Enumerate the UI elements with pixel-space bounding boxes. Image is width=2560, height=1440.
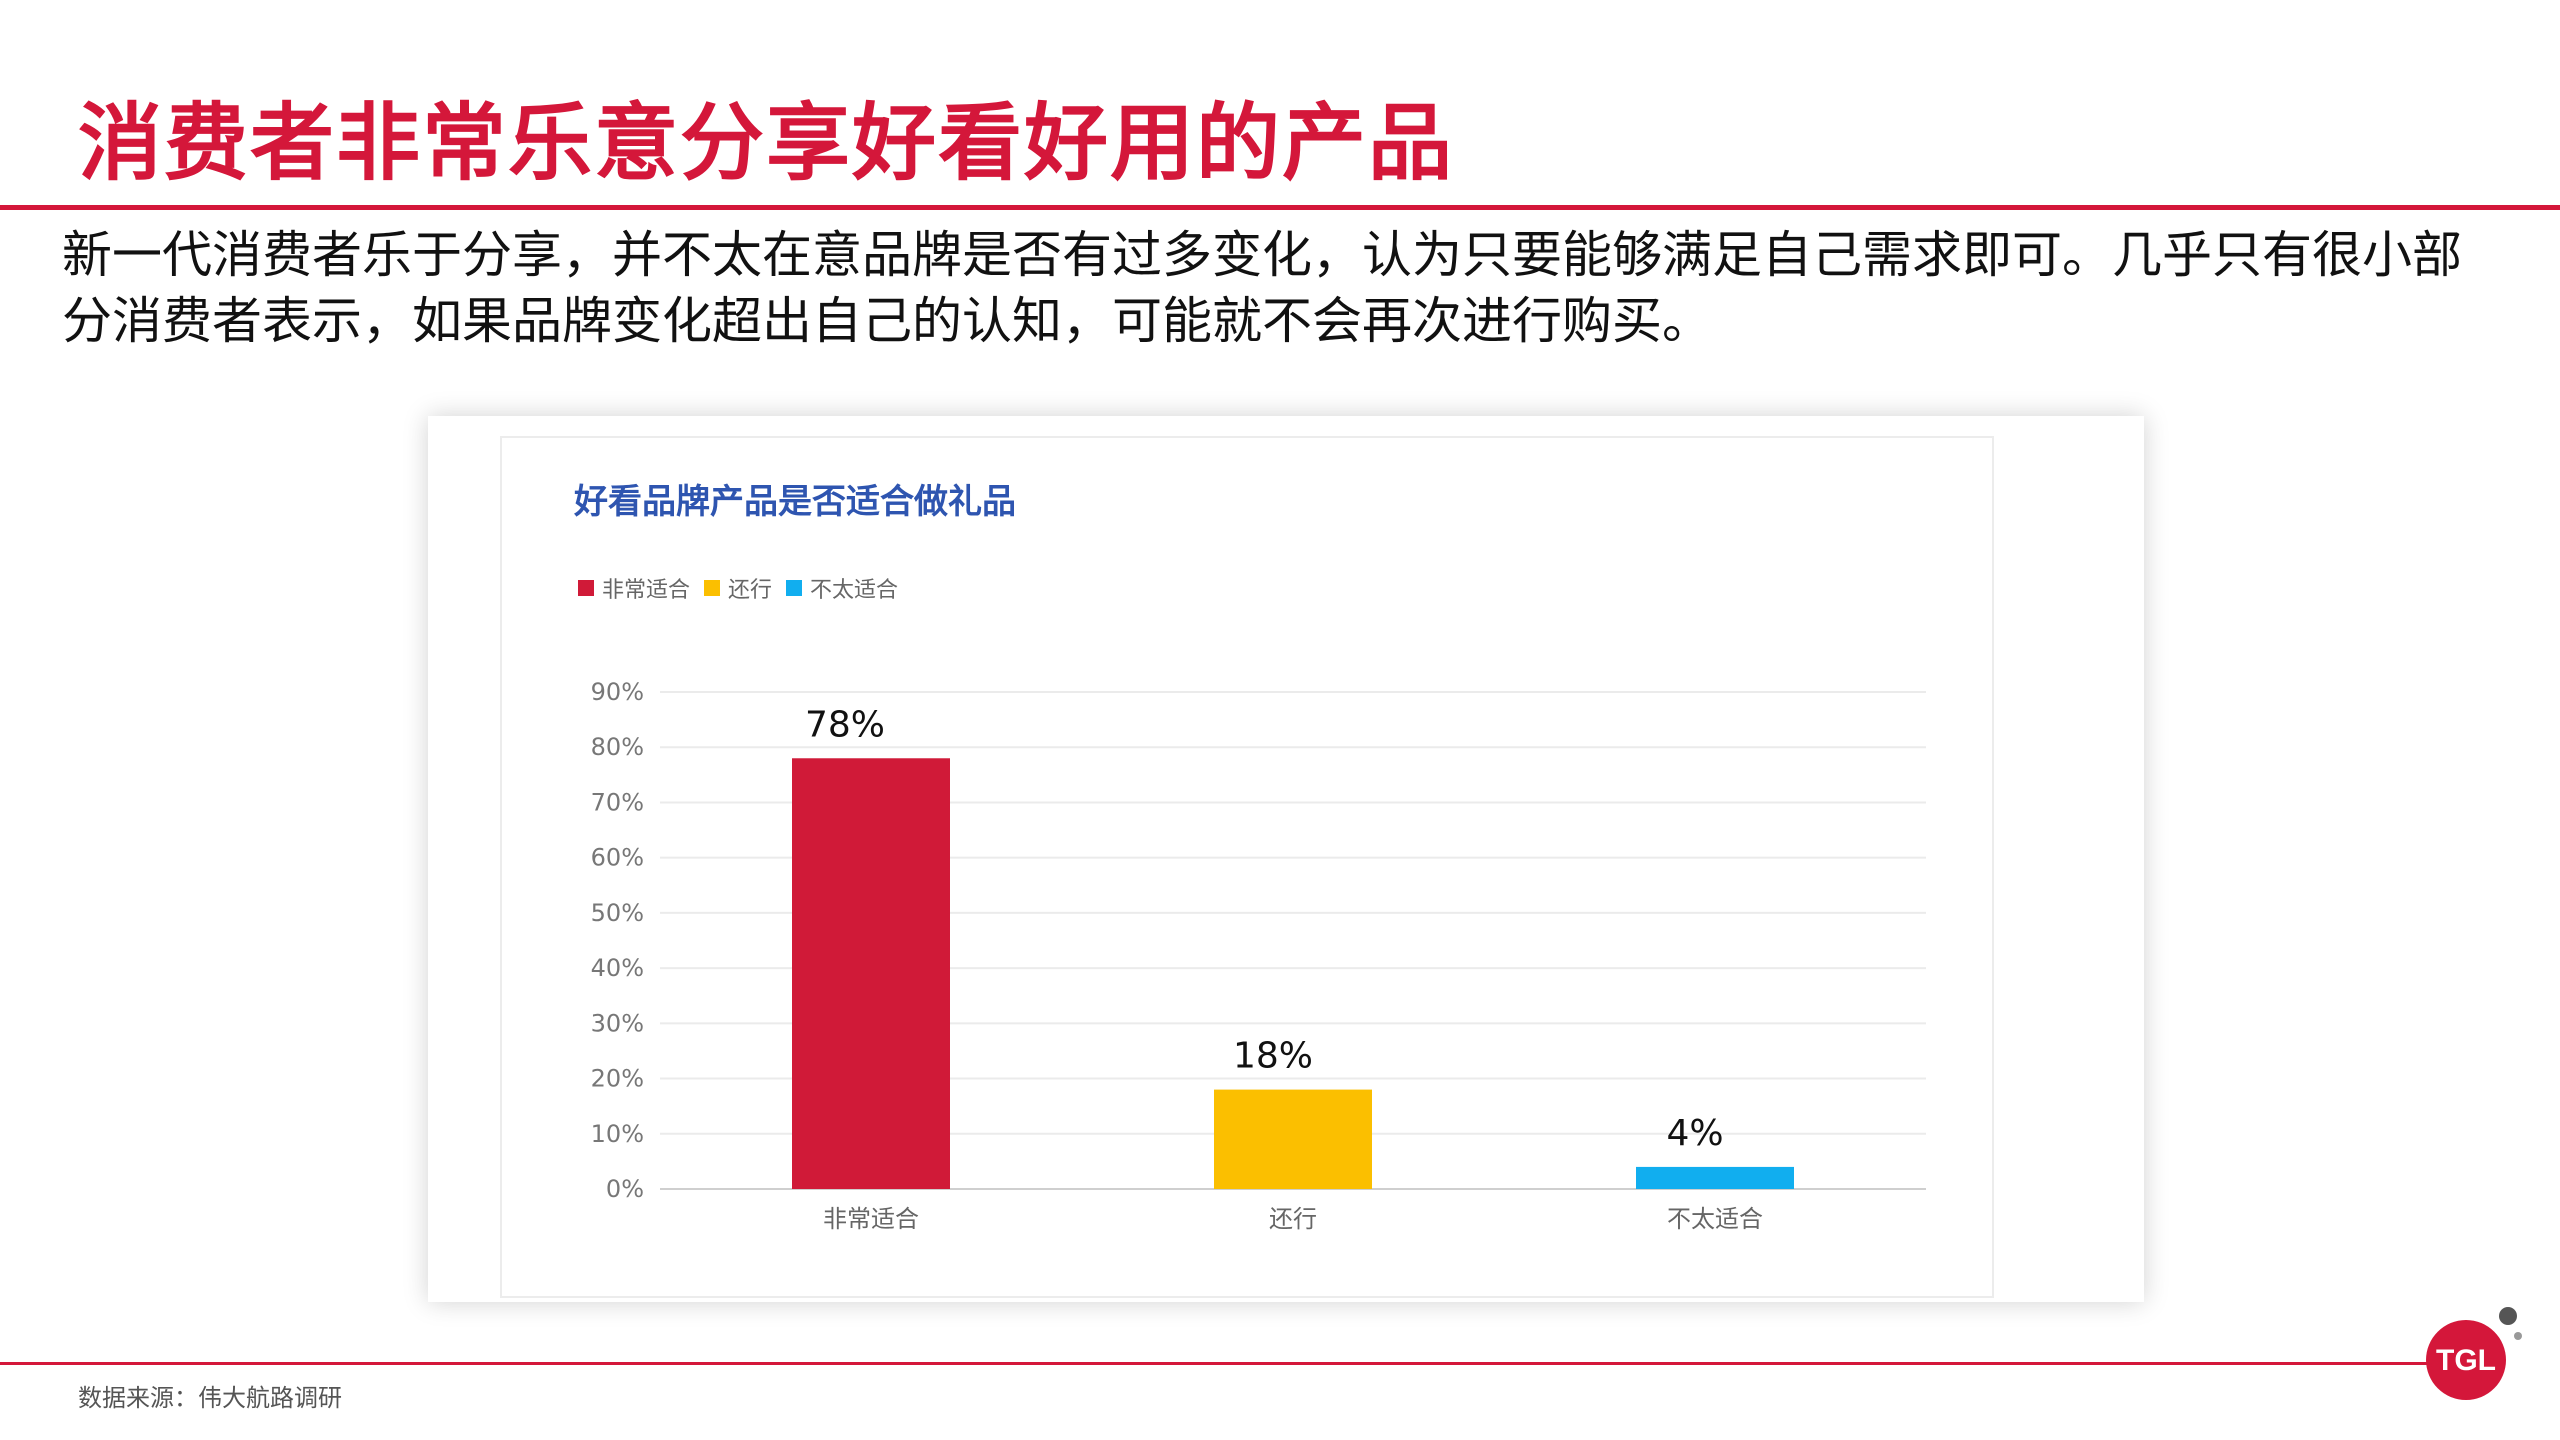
y-tick-label: 80% — [591, 733, 644, 761]
x-tick-label: 还行 — [1269, 1205, 1317, 1233]
chart-title: 好看品牌产品是否适合做礼品 — [574, 482, 1016, 522]
x-tick-label: 非常适合 — [823, 1205, 919, 1233]
data-source: 数据来源：伟大航路调研 — [78, 1384, 342, 1412]
logo-lettering: TGL — [2436, 1344, 2496, 1377]
title-divider — [0, 205, 2560, 210]
data-label: 18% — [1233, 1036, 1313, 1077]
y-tick-label: 20% — [591, 1065, 644, 1093]
tgl-logo: TGL — [2426, 1307, 2522, 1400]
y-tick-label: 60% — [591, 844, 644, 872]
y-tick-label: 0% — [606, 1175, 644, 1203]
footer-divider — [0, 1362, 2460, 1365]
legend-item-not-suitable: 不太适合 — [786, 572, 898, 604]
legend-item-okay: 还行 — [704, 572, 772, 604]
y-tick-label: 40% — [591, 954, 644, 982]
y-tick-label: 10% — [591, 1120, 644, 1148]
bar — [1636, 1166, 1794, 1189]
x-tick-label: 不太适合 — [1667, 1205, 1763, 1233]
y-tick-label: 70% — [591, 788, 644, 816]
legend-item-very-suitable: 非常适合 — [578, 572, 690, 604]
legend-label: 不太适合 — [810, 578, 899, 603]
bar — [792, 758, 950, 1189]
y-tick-label: 50% — [591, 899, 644, 927]
data-label: 4% — [1666, 1113, 1723, 1154]
intro-paragraph: 新一代消费者乐于分享，并不太在意品牌是否有过多变化，认为只要能够满足自己需求即可… — [62, 226, 2462, 350]
bar — [1214, 1089, 1372, 1189]
page-title: 消费者非常乐意分享好看好用的产品 — [78, 94, 1455, 192]
legend-swatch — [704, 580, 721, 596]
legend-label: 非常适合 — [602, 578, 691, 603]
legend-swatch — [578, 580, 594, 596]
y-tick-label: 90% — [591, 678, 644, 706]
chart-legend: 非常适合 还行 不太适合 — [578, 572, 912, 604]
legend-swatch — [786, 580, 803, 596]
data-label: 78% — [805, 704, 885, 745]
legend-label: 还行 — [728, 578, 773, 603]
y-tick-label: 30% — [591, 1009, 644, 1037]
